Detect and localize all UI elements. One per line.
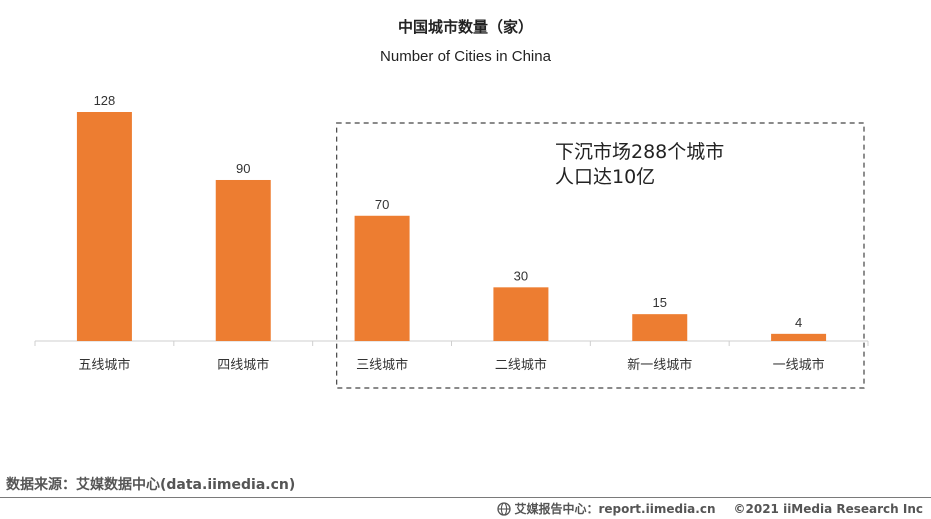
data-label: 128 [94, 93, 116, 108]
data-label: 70 [375, 197, 389, 212]
data-label: 4 [795, 315, 802, 330]
annotation-line-1: 下沉市场288个城市 [555, 141, 725, 163]
bar-3 [354, 215, 410, 341]
x-tick-label: 一线城市 [773, 357, 825, 373]
x-tick-label: 新一线城市 [627, 357, 692, 373]
bar-1 [76, 112, 132, 341]
data-label: 90 [236, 161, 250, 176]
chart-subtitle: Number of Cities in China [380, 48, 551, 65]
data-label: 30 [514, 268, 528, 283]
annotation-box [336, 122, 865, 389]
bar-4 [493, 287, 549, 341]
footer: 艾媒报告中心：report.iimedia.cn ©2021 iiMedia R… [496, 500, 924, 517]
footer-copyright: ©2021 iiMedia Research Inc [733, 501, 924, 516]
footer-divider [0, 497, 931, 498]
x-tick-label: 四线城市 [217, 357, 269, 373]
footer-report: 艾媒报告中心：report.iimedia.cn [514, 502, 716, 516]
x-tick-label: 三线城市 [356, 357, 408, 373]
bar-6 [771, 333, 827, 341]
source-note: 数据来源：艾媒数据中心(data.iimedia.cn) [6, 477, 296, 493]
bar-5 [632, 314, 688, 341]
x-tick-label: 五线城市 [78, 357, 130, 373]
annotation-line-2: 人口达10亿 [555, 166, 656, 188]
bar-2 [215, 179, 271, 341]
data-label: 15 [653, 295, 667, 310]
annotation-text: 下沉市场288个城市 人口达10亿 [555, 140, 724, 190]
globe-icon [496, 501, 511, 516]
chart-title: 中国城市数量（家） [397, 18, 533, 36]
x-tick-label: 二线城市 [495, 357, 547, 373]
